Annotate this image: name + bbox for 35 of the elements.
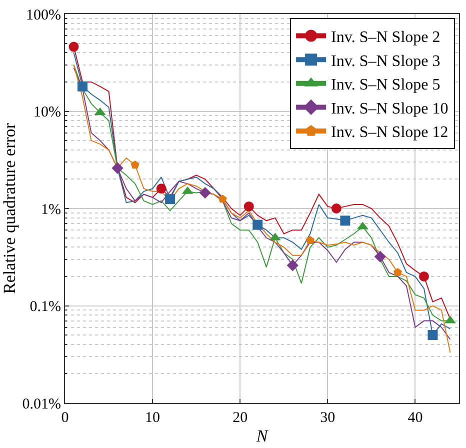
- x-tick-label: 20: [232, 410, 248, 426]
- point: [252, 220, 263, 230]
- y-tick-label: 10%: [34, 104, 61, 120]
- point: [244, 201, 254, 212]
- point: [78, 81, 88, 92]
- point: [331, 204, 342, 214]
- point: [199, 186, 211, 199]
- point: [340, 216, 350, 226]
- legend-label: Inv. S–N Slope 12: [331, 124, 448, 142]
- legend-label: Inv. S–N Slope 10: [331, 100, 448, 118]
- point: [130, 160, 140, 169]
- point: [393, 268, 402, 276]
- point: [156, 184, 166, 194]
- point: [374, 250, 386, 262]
- x-tick-label: 0: [61, 410, 69, 426]
- y-axis-title: Relative quadrature error: [0, 122, 19, 294]
- point: [428, 330, 438, 340]
- y-tick-label: 1%: [41, 202, 61, 218]
- legend-label: Inv. S–N Slope 3: [331, 52, 440, 70]
- legend-label: Inv. S–N Slope 2: [331, 29, 440, 46]
- point: [418, 271, 429, 282]
- legend-label: Inv. S–N Slope 5: [331, 76, 440, 94]
- x-tick-label: 40: [408, 410, 423, 426]
- point: [165, 194, 176, 204]
- y-tick-label: 100%: [26, 7, 61, 24]
- point: [306, 236, 314, 244]
- y-tick-label: 0.1%: [30, 299, 61, 315]
- point: [286, 260, 298, 272]
- x-tick-label: 30: [320, 410, 336, 426]
- x-tick-label: 10: [145, 410, 160, 426]
- x-axis-title: N: [255, 426, 270, 446]
- point: [112, 162, 124, 174]
- point: [218, 194, 227, 203]
- y-tick-label: 0.01%: [22, 396, 61, 412]
- point: [68, 42, 79, 52]
